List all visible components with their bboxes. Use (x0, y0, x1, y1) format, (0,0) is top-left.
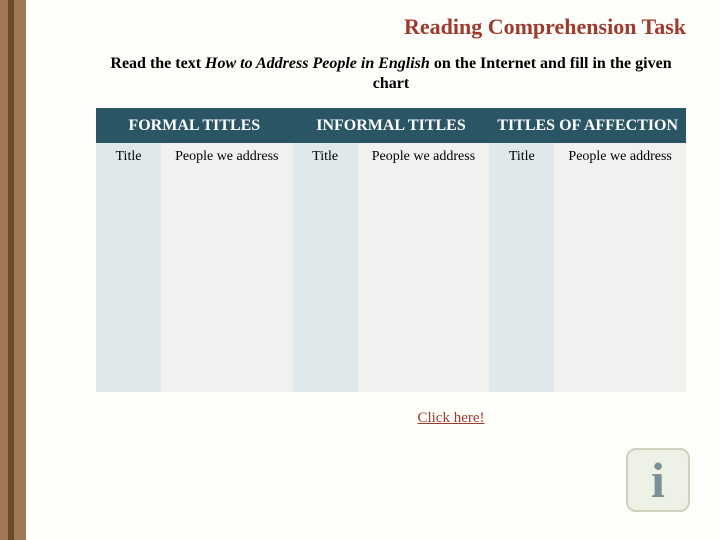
click-here-link[interactable]: Click here! (417, 410, 484, 426)
content-area: Reading Comprehension Task Read the text… (26, 0, 720, 427)
titles-table: FORMAL TITLES INFORMAL TITLES TITLES OF … (96, 108, 686, 392)
cell-3 (358, 172, 490, 392)
sub-header-3: People we address (358, 143, 490, 172)
group-header-affection: TITLES OF AFFECTION (489, 108, 686, 143)
cell-4 (489, 172, 554, 392)
table-row (96, 172, 686, 392)
cell-5 (554, 172, 686, 392)
instruction-text: Read the text How to Address People in E… (96, 54, 686, 94)
info-icon[interactable]: i (626, 448, 690, 512)
sub-header-2: Title (293, 143, 358, 172)
sub-header-1: People we address (161, 143, 293, 172)
cell-2 (293, 172, 358, 392)
group-header-formal: FORMAL TITLES (96, 108, 293, 143)
page-title: Reading Comprehension Task (96, 14, 686, 40)
sub-header-5: People we address (554, 143, 686, 172)
cell-1 (161, 172, 293, 392)
cell-0 (96, 172, 161, 392)
sub-header-0: Title (96, 143, 161, 172)
sub-header-row: Title People we address Title People we … (96, 143, 686, 172)
slide: Reading Comprehension Task Read the text… (0, 0, 720, 540)
group-header-row: FORMAL TITLES INFORMAL TITLES TITLES OF … (96, 108, 686, 143)
group-header-informal: INFORMAL TITLES (293, 108, 490, 143)
instruction-pre: Read the text (110, 55, 205, 72)
click-here-wrapper: Click here! (216, 410, 686, 427)
instruction-italic: How to Address People in English (205, 55, 430, 72)
info-icon-glyph: i (651, 451, 665, 509)
sub-header-4: Title (489, 143, 554, 172)
